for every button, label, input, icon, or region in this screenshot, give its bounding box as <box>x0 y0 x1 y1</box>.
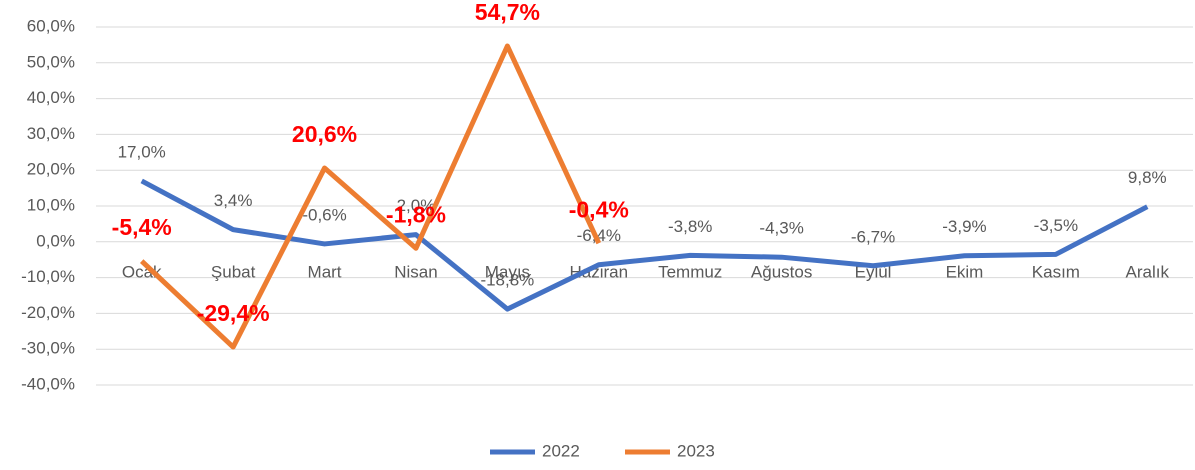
x-tick-label: Aralık <box>1126 262 1170 281</box>
data-label: -3,9% <box>942 217 986 236</box>
y-tick-label: 20,0% <box>27 160 75 179</box>
x-tick-label: Kasım <box>1032 262 1080 281</box>
data-label: -18,8% <box>480 271 534 290</box>
x-tick-label: Nisan <box>394 262 437 281</box>
data-label: 2,0% <box>397 196 436 215</box>
x-tick-label: Ekim <box>946 262 984 281</box>
y-tick-label: 30,0% <box>27 124 75 143</box>
data-label: 9,8% <box>1128 168 1167 187</box>
data-label: -6,7% <box>851 227 895 246</box>
y-tick-label: 60,0% <box>27 16 75 35</box>
y-tick-label: 10,0% <box>27 195 75 214</box>
data-label: -4,3% <box>759 219 803 238</box>
y-tick-label: -40,0% <box>21 374 75 393</box>
x-tick-label: Mart <box>308 262 342 281</box>
data-label: -3,8% <box>668 217 712 236</box>
series-line <box>139 43 602 350</box>
y-tick-label: -10,0% <box>21 267 75 286</box>
y-tick-label: -30,0% <box>21 339 75 358</box>
x-tick-label: Haziran <box>569 262 628 281</box>
data-label: -1,8% <box>386 201 446 227</box>
data-label: 54,7% <box>475 0 540 25</box>
y-tick-label: 50,0% <box>27 52 75 71</box>
data-label: -0,4% <box>569 196 629 222</box>
x-tick-label: Ağustos <box>751 262 812 281</box>
data-label: 3,4% <box>214 191 253 210</box>
series-line <box>140 178 1149 312</box>
x-tick-label: Mayıs <box>485 262 530 281</box>
data-label: -29,4% <box>197 300 270 326</box>
data-label: -3,5% <box>1034 216 1078 235</box>
data-label: -0,6% <box>302 205 346 224</box>
y-tick-label: -20,0% <box>21 303 75 322</box>
legend-label: 2022 <box>542 441 580 460</box>
legend-label: 2023 <box>677 441 715 460</box>
data-label: 17,0% <box>118 142 166 161</box>
x-tick-label: Şubat <box>211 262 256 281</box>
data-label: 20,6% <box>292 121 357 147</box>
y-tick-label: 0,0% <box>36 231 75 250</box>
data-label: -6,4% <box>577 226 621 245</box>
y-tick-label: 40,0% <box>27 88 75 107</box>
x-tick-label: Temmuz <box>658 262 722 281</box>
x-tick-label: Ocak <box>122 262 162 281</box>
data-label: -5,4% <box>112 214 172 240</box>
